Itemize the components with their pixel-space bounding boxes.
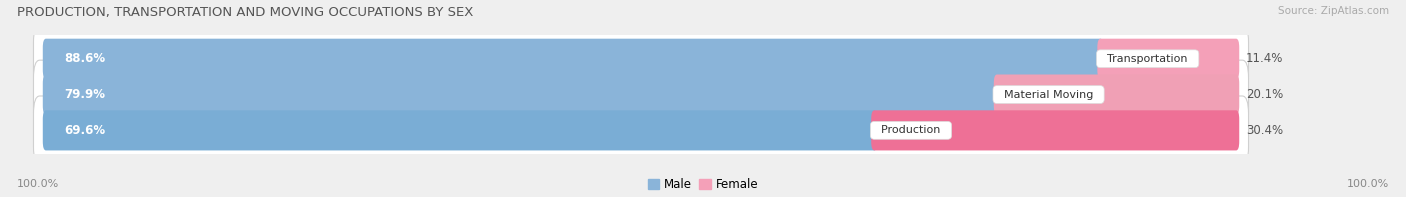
Text: 11.4%: 11.4%: [1246, 52, 1284, 65]
FancyBboxPatch shape: [34, 24, 1249, 93]
Text: 20.1%: 20.1%: [1246, 88, 1284, 101]
FancyBboxPatch shape: [34, 60, 1249, 129]
Text: 69.6%: 69.6%: [65, 124, 105, 137]
Text: Production: Production: [875, 125, 948, 135]
FancyBboxPatch shape: [42, 74, 1000, 115]
FancyBboxPatch shape: [42, 110, 877, 151]
Text: 100.0%: 100.0%: [1347, 179, 1389, 189]
Text: Material Moving: Material Moving: [997, 90, 1101, 99]
Text: 30.4%: 30.4%: [1246, 124, 1284, 137]
FancyBboxPatch shape: [1097, 39, 1239, 79]
Text: PRODUCTION, TRANSPORTATION AND MOVING OCCUPATIONS BY SEX: PRODUCTION, TRANSPORTATION AND MOVING OC…: [17, 6, 474, 19]
FancyBboxPatch shape: [34, 96, 1249, 165]
Legend: Male, Female: Male, Female: [648, 178, 758, 191]
Text: 79.9%: 79.9%: [65, 88, 105, 101]
Text: Source: ZipAtlas.com: Source: ZipAtlas.com: [1278, 6, 1389, 16]
FancyBboxPatch shape: [42, 39, 1104, 79]
FancyBboxPatch shape: [994, 74, 1239, 115]
Text: Transportation: Transportation: [1101, 54, 1195, 64]
Text: 100.0%: 100.0%: [17, 179, 59, 189]
Text: 88.6%: 88.6%: [65, 52, 105, 65]
FancyBboxPatch shape: [872, 110, 1239, 151]
